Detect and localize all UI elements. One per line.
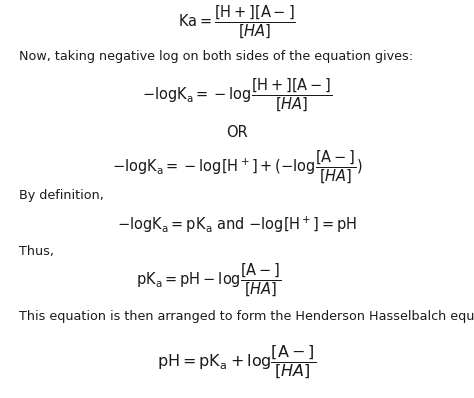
Text: OR: OR	[226, 125, 248, 140]
Text: $\mathrm{-logK_a = -log[H^+] + (-log}\dfrac{\mathrm{[A-]}}{\mathit{[HA]}}\mathrm: $\mathrm{-logK_a = -log[H^+] + (-log}\df…	[112, 148, 362, 185]
Text: $\mathrm{Ka} = \dfrac{\mathrm{[H+][A-]}}{\mathit{[HA]}}$: $\mathrm{Ka} = \dfrac{\mathrm{[H+][A-]}}…	[178, 4, 296, 40]
Text: Now, taking negative log on both sides of the equation gives:: Now, taking negative log on both sides o…	[19, 50, 413, 63]
Text: By definition,: By definition,	[19, 189, 104, 202]
Text: $\mathrm{-logK_a = -log}\dfrac{\mathrm{[H+][A-]}}{\mathit{[HA]}}$: $\mathrm{-logK_a = -log}\dfrac{\mathrm{[…	[142, 76, 332, 113]
Text: $\mathrm{pH = pK_a + log}\dfrac{\mathrm{[A-]}}{\mathit{[HA]}}$: $\mathrm{pH = pK_a + log}\dfrac{\mathrm{…	[157, 343, 317, 381]
Text: This equation is then arranged to form the Henderson Hasselbalch equation as:: This equation is then arranged to form t…	[19, 310, 474, 323]
Text: $\mathrm{pK_a = pH - log}\dfrac{\mathrm{[A-]}}{\mathit{[HA]}}$: $\mathrm{pK_a = pH - log}\dfrac{\mathrm{…	[136, 261, 282, 298]
Text: $\mathrm{-logK_a = pK_a}$ and $\mathrm{-log[H^+] = pH}$: $\mathrm{-logK_a = pK_a}$ and $\mathrm{-…	[117, 215, 357, 235]
Text: Thus,: Thus,	[19, 245, 54, 258]
